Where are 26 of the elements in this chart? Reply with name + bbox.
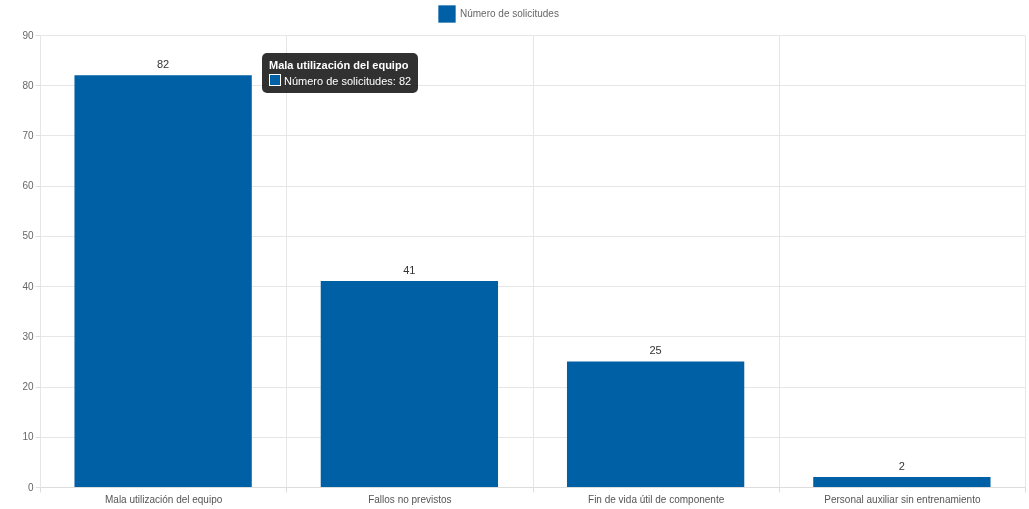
data-label: 82 (157, 58, 170, 71)
legend-label: Número de solicitudes (460, 8, 559, 19)
bar (566, 361, 745, 487)
tooltip: Mala utilización del equipo Número de solicitudes: 82 (262, 53, 419, 93)
y-tick-label: 40 (22, 280, 34, 292)
y-tick-label: 90 (22, 29, 34, 41)
y-tick-label: 10 (22, 431, 34, 443)
annotation: Número de solicitudes: 82 (283, 74, 412, 89)
y-tick-label: 0 (27, 481, 34, 493)
annotation: Mala utilización del equipo (269, 58, 410, 73)
y-tick-label: 60 (22, 180, 34, 192)
bar (813, 476, 991, 487)
bar (74, 75, 252, 487)
x-tick-label: Fin de vida útil de componente (588, 493, 725, 505)
x-tick-label: Fallos no previstos (368, 493, 452, 505)
y-tick-label: 70 (22, 129, 34, 141)
bar (320, 281, 499, 487)
data-label: 2 (898, 459, 905, 472)
x-tick-label: Mala utilización del equipo (104, 493, 223, 505)
y-tick-label: 80 (22, 79, 34, 91)
data-label: 25 (649, 344, 662, 357)
x-tick-label: Personal auxiliar sin entrenamiento (824, 493, 981, 505)
y-tick-label: 30 (22, 330, 34, 342)
y-tick-label: 50 (22, 230, 34, 242)
data-label: 41 (403, 264, 416, 277)
y-tick-label: 20 (22, 381, 34, 393)
